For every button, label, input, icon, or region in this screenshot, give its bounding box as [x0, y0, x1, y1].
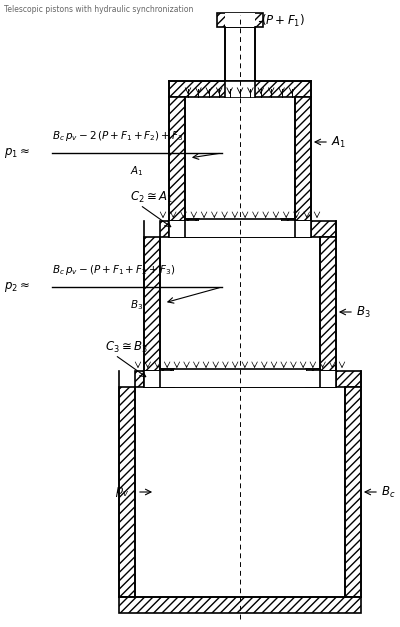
- Text: $(P + F_1)$: $(P + F_1)$: [261, 13, 305, 29]
- Bar: [169, 81, 311, 97]
- Bar: [160, 221, 336, 237]
- Text: $B_3$: $B_3$: [130, 298, 143, 312]
- Bar: [345, 387, 361, 597]
- Bar: [119, 597, 361, 613]
- Bar: [169, 221, 185, 237]
- Bar: [225, 27, 255, 97]
- Bar: [225, 81, 255, 97]
- Bar: [281, 219, 295, 237]
- Text: $B_c\,p_v - 2\,(P + F_1 + F_2) + F_3$: $B_c\,p_v - 2\,(P + F_1 + F_2) + F_3$: [52, 129, 184, 143]
- Bar: [160, 237, 320, 369]
- Text: $C_3 \cong B_3$: $C_3 \cong B_3$: [105, 340, 148, 355]
- Bar: [135, 371, 361, 387]
- Bar: [169, 97, 185, 237]
- Text: Telescopic pistons with hydraulic synchronization: Telescopic pistons with hydraulic synchr…: [4, 5, 193, 14]
- Text: $B_3$: $B_3$: [356, 305, 370, 320]
- Bar: [306, 369, 320, 387]
- Bar: [185, 97, 295, 219]
- Bar: [169, 221, 311, 237]
- Bar: [217, 13, 263, 27]
- Text: $A_1$: $A_1$: [331, 134, 346, 150]
- Text: $p_1 \approx$: $p_1 \approx$: [4, 146, 30, 160]
- Bar: [295, 97, 311, 237]
- Bar: [185, 219, 199, 237]
- Bar: [199, 219, 281, 237]
- Text: $B_c$: $B_c$: [381, 485, 396, 500]
- Bar: [119, 387, 135, 597]
- Bar: [225, 13, 255, 27]
- Bar: [320, 371, 336, 387]
- Bar: [295, 221, 311, 237]
- Bar: [160, 369, 174, 387]
- Bar: [144, 371, 160, 387]
- Text: $p_2 \approx$: $p_2 \approx$: [4, 280, 30, 294]
- Text: $C_2 \cong A_1$: $C_2 \cong A_1$: [130, 190, 173, 205]
- Bar: [320, 237, 336, 387]
- Bar: [135, 387, 345, 597]
- Text: $p_v$: $p_v$: [115, 485, 130, 499]
- Text: $B_c\,p_v - (P + F_1 + F_2 + F_3)$: $B_c\,p_v - (P + F_1 + F_2 + F_3)$: [52, 263, 175, 277]
- Bar: [144, 371, 336, 387]
- Bar: [174, 369, 306, 387]
- Bar: [144, 237, 160, 387]
- Text: $A_1$: $A_1$: [130, 164, 144, 178]
